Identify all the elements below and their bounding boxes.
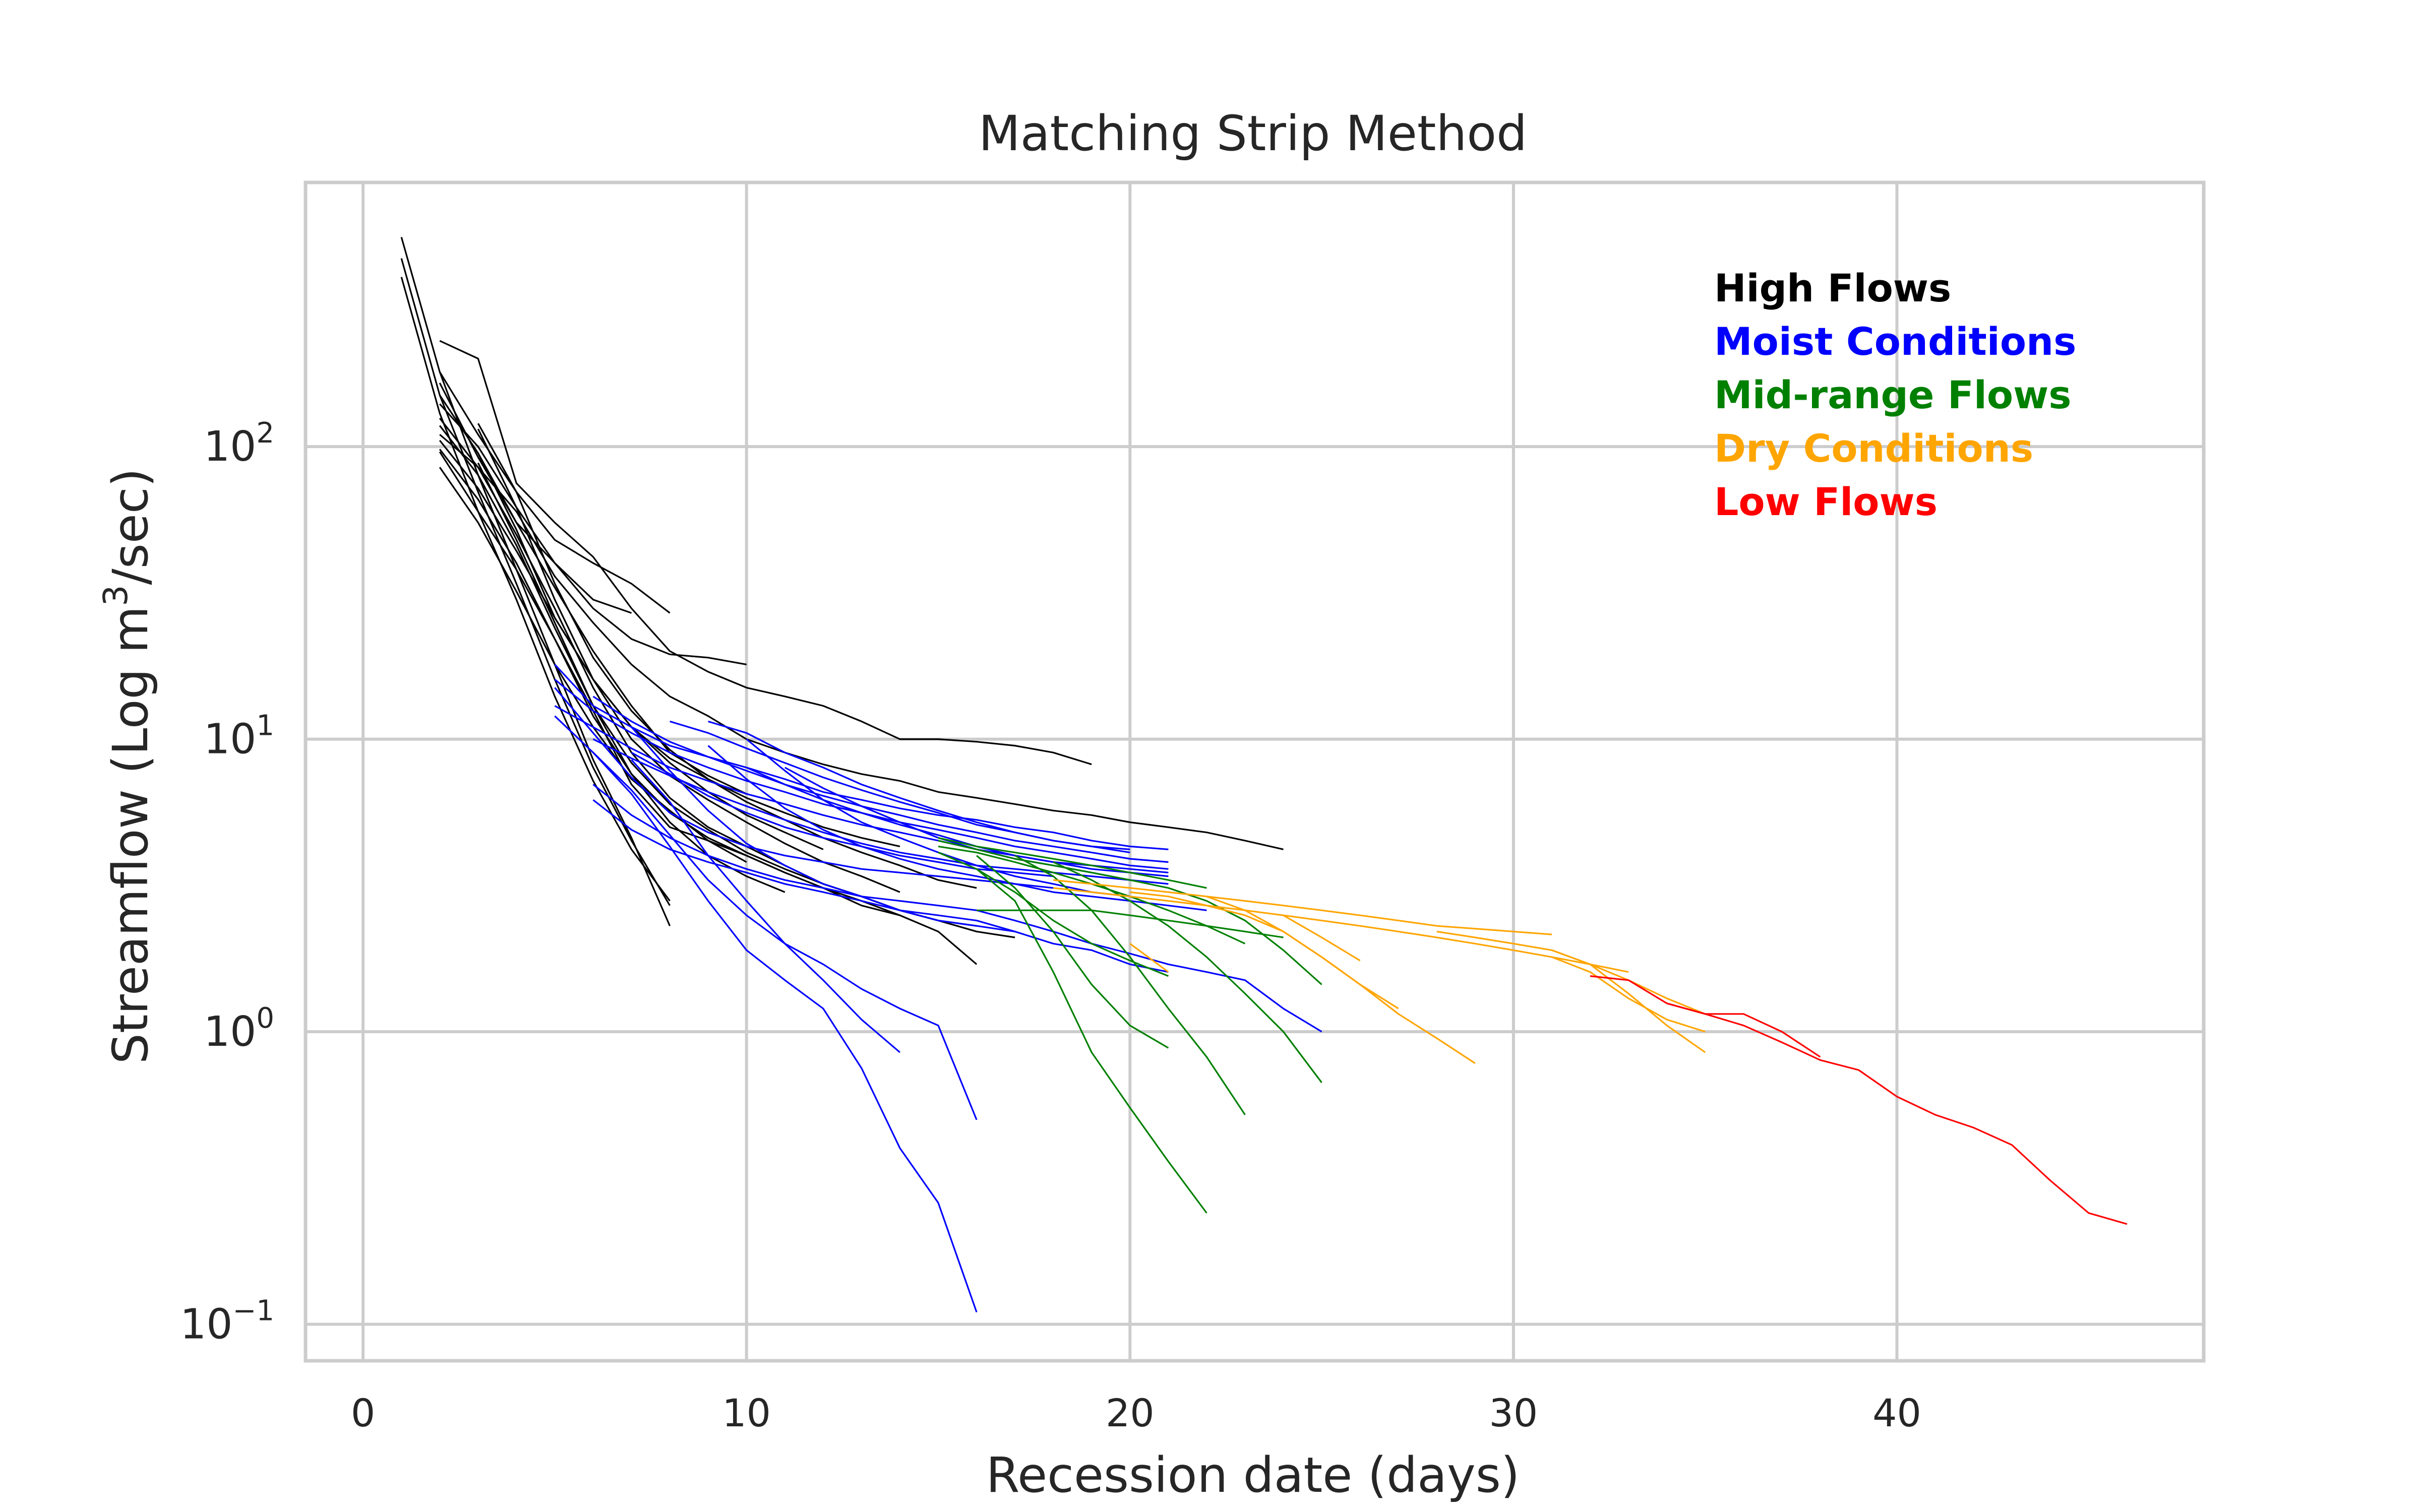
y-tick-label: 101: [204, 710, 274, 764]
y-tick-label: 102: [204, 417, 274, 471]
y-tick-labels: 10−1 100 101 102: [180, 417, 274, 1348]
series-line: [477, 453, 824, 850]
series-line: [1091, 871, 1322, 985]
series-line: [746, 767, 1169, 877]
series-line: [1053, 879, 1552, 935]
y-tick-label: 10−1: [180, 1294, 274, 1348]
y-axis-label-main: Streamflow (Log m: [102, 606, 159, 1064]
series-line: [1666, 1002, 1821, 1058]
series-line: [439, 395, 747, 795]
chart-title: Matching Strip Method: [979, 105, 1527, 162]
x-tick-label: 20: [1106, 1391, 1155, 1435]
x-tick-label: 0: [351, 1391, 375, 1435]
series-line: [1053, 861, 1322, 1083]
legend-entry: Moist Conditions: [1714, 319, 2076, 364]
x-tick-label: 10: [722, 1391, 771, 1435]
series-line: [439, 340, 1092, 766]
series-line: [439, 433, 1284, 850]
series-line: [938, 851, 1207, 1214]
y-axis-label: Streamflow (Log m3/sec): [96, 468, 159, 1064]
plot-frame: [304, 180, 2206, 1363]
series-line: [439, 371, 671, 614]
series-line: [1053, 887, 1629, 973]
y-axis-label-sup: 3: [96, 585, 135, 606]
legend-entry: Low Flows: [1714, 479, 1938, 524]
x-tick-labels: 0 10 20 30 40: [351, 1391, 1921, 1435]
series-line: [592, 784, 1322, 1033]
legend-entry: Mid-range Flows: [1714, 372, 2072, 417]
y-axis-label-tail: /sec): [102, 468, 159, 585]
series-line: [976, 868, 1169, 977]
grid: [306, 182, 2204, 1361]
legend-entry: Dry Conditions: [1714, 426, 2033, 471]
series-line: [592, 696, 1169, 863]
series-line: [554, 664, 1169, 850]
x-tick-label: 30: [1489, 1391, 1538, 1435]
series-line: [439, 451, 978, 965]
legend: High Flows Moist Conditions Mid-range Flow…: [1714, 266, 2076, 524]
series-line: [554, 715, 978, 1313]
y-tick-label: 100: [204, 1002, 274, 1056]
legend-entry: High Flows: [1714, 266, 1951, 310]
series-line: [707, 745, 1207, 911]
series-line: [977, 909, 1284, 938]
series-line: [631, 726, 1015, 932]
series-line: [1014, 855, 1246, 1115]
series-line: [1129, 943, 1169, 973]
series-line: [938, 840, 1092, 873]
series-line: [400, 277, 671, 902]
series-lines: [400, 237, 2128, 1313]
x-axis-label: Recession date (days): [986, 1447, 1520, 1503]
series-line: [439, 403, 747, 665]
x-tick-label: 40: [1872, 1391, 1921, 1435]
series-line: [1551, 949, 1706, 1053]
series-line: [477, 428, 900, 893]
series-line: [439, 439, 900, 847]
series-line: [554, 705, 1169, 873]
series-line: [1283, 914, 1361, 962]
series-line: [631, 759, 900, 1053]
series-line: [1551, 956, 1706, 1033]
series-line: [477, 423, 977, 889]
series-line: [938, 837, 1207, 889]
series-line: [708, 720, 1130, 850]
series-line: [554, 687, 1054, 889]
series-line: [592, 799, 1169, 973]
series-line: [631, 751, 1054, 877]
series-line: [976, 855, 1169, 1049]
series-line: [1206, 896, 1399, 1010]
